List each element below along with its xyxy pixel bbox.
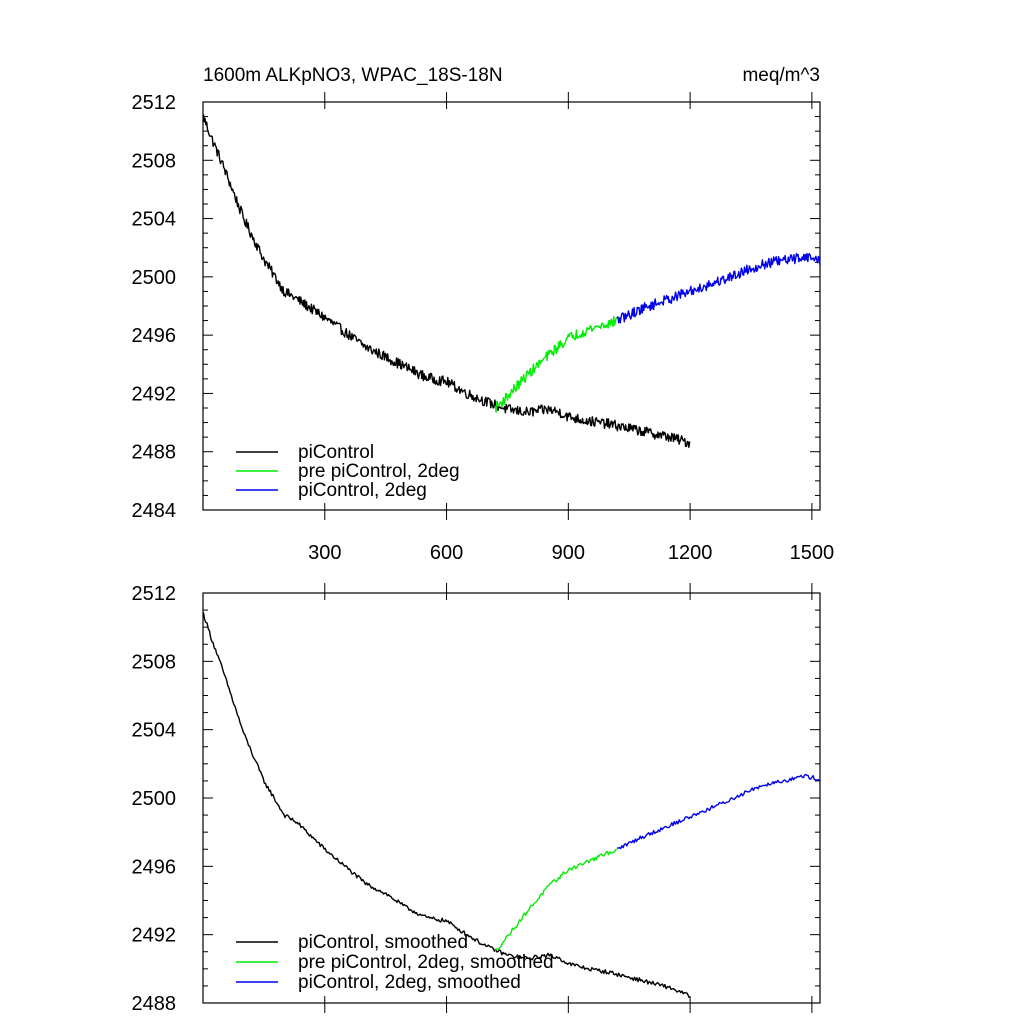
series-line-2 xyxy=(617,773,820,850)
title-left: 1600m ALKpNO3, WPAC_18S-18N xyxy=(203,65,503,86)
y-tick-label: 2512 xyxy=(132,583,177,605)
bottom-panel: 2512 2508 2504 2500 2496 2492 2488 piControl, … xyxy=(132,583,821,1015)
x-tick-label: 300 xyxy=(308,542,341,564)
y-tick-label: 2500 xyxy=(132,267,177,289)
legend-label-0: piControl xyxy=(298,442,374,463)
legend-label-2: piControl, 2deg, smoothed xyxy=(298,972,521,993)
y-tick-label: 2488 xyxy=(132,993,177,1015)
y-tick-label: 2500 xyxy=(132,788,177,810)
x-tick-label: 900 xyxy=(552,542,585,564)
y-tick-label: 2504 xyxy=(132,720,177,742)
series-line-1 xyxy=(494,316,618,413)
series-lines xyxy=(202,114,821,448)
y-tick-label: 2508 xyxy=(132,150,177,172)
y-tick-label: 2496 xyxy=(132,856,177,878)
series-line-0 xyxy=(202,612,690,999)
legend-label-0: piControl, smoothed xyxy=(298,932,468,953)
x-tick-label: 1200 xyxy=(668,542,713,564)
y-tick-label: 2488 xyxy=(132,442,177,464)
x-tick-label: 600 xyxy=(430,542,463,564)
y-tick-labels: 2512 2508 2504 2500 2496 2492 2488 2484 xyxy=(132,92,177,522)
series-lines xyxy=(202,612,820,999)
y-tick-label: 2492 xyxy=(132,925,177,947)
x-tick-labels: 300 600 900 1200 1500 xyxy=(308,542,834,564)
y-tick-label: 2496 xyxy=(132,325,177,347)
legend-label-1: pre piControl, 2deg xyxy=(298,461,460,482)
series-line-2 xyxy=(616,252,821,324)
y-tick-label: 2492 xyxy=(132,383,177,405)
series-line-1 xyxy=(494,848,618,952)
axis-ticks xyxy=(203,583,820,1013)
y-tick-label: 2508 xyxy=(132,651,177,673)
top-panel: 1600m ALKpNO3, WPAC_18S-18N meq/m^3 300 6… xyxy=(132,65,835,564)
legend-label-2: piControl, 2deg xyxy=(298,480,427,501)
y-tick-label: 2484 xyxy=(132,500,177,522)
legend-label-1: pre piControl, 2deg, smoothed xyxy=(298,952,554,973)
y-tick-label: 2504 xyxy=(132,209,177,231)
title-right: meq/m^3 xyxy=(742,65,820,86)
x-tick-label: 1500 xyxy=(790,542,835,564)
axis-ticks xyxy=(203,92,820,520)
series-line-0 xyxy=(202,114,691,448)
y-tick-label: 2512 xyxy=(132,92,177,114)
y-tick-labels: 2512 2508 2504 2500 2496 2492 2488 xyxy=(132,583,177,1015)
